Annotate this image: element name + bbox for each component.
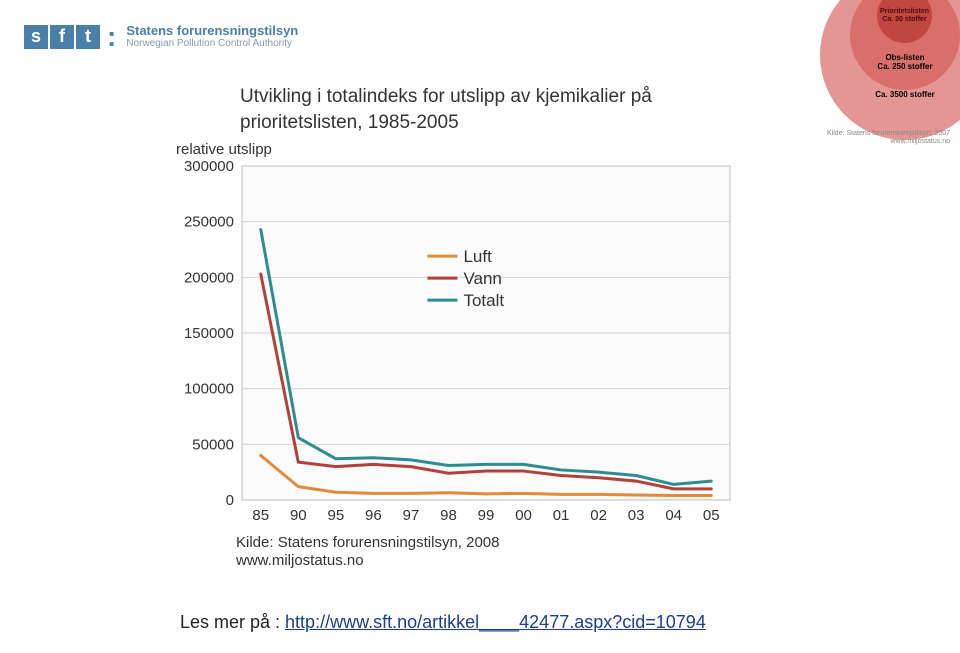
circle-inner-label1: Prioritetslisten	[880, 8, 929, 16]
svg-text:85: 85	[252, 507, 269, 524]
svg-text:96: 96	[365, 507, 382, 524]
svg-text:50000: 50000	[192, 437, 234, 454]
chart-plot: 0 50000 100000 150000 200000 250000 300000 85 90…	[180, 160, 740, 530]
svg-text:0: 0	[226, 492, 234, 509]
footer-anchor[interactable]: http://www.sft.no/artikkel____42477.aspx…	[285, 612, 706, 632]
logo-letter-s: s	[24, 25, 48, 49]
svg-text:90: 90	[290, 507, 307, 524]
svg-text:Luft: Luft	[463, 247, 492, 266]
chart-container: Utvikling i totalindeks for utslipp av k…	[180, 84, 780, 570]
chart-svg: 0 50000 100000 150000 200000 250000 300000 85 90…	[180, 160, 740, 530]
chart-title-l1: Utvikling i totalindeks for utslipp av k…	[240, 86, 652, 107]
priority-circles: Stofflisten Ca. 3500 stoffer Obs-listen …	[820, 0, 960, 140]
svg-text:Totalt: Totalt	[463, 291, 504, 310]
chart-source-l1: Kilde: Statens forurensningstilsyn, 2008	[236, 534, 500, 551]
circles-source-1: Kilde: Statens forurensningstilsyn, 2007	[827, 130, 950, 138]
svg-text:05: 05	[703, 507, 720, 524]
chart-ylabel: relative utslipp	[176, 141, 780, 158]
logo-letter-f: f	[50, 25, 74, 49]
svg-text:300000: 300000	[184, 160, 234, 175]
svg-text:04: 04	[665, 507, 682, 524]
chart-title: Utvikling i totalindeks for utslipp av k…	[240, 84, 780, 135]
svg-text:03: 03	[628, 507, 645, 524]
svg-text:150000: 150000	[184, 325, 234, 342]
footer-link: Les mer på : http://www.sft.no/artikkel_…	[180, 612, 706, 633]
logo-main: Statens forurensningstilsyn	[126, 24, 298, 37]
footer-prefix: Les mer på :	[180, 612, 285, 632]
svg-text:98: 98	[440, 507, 457, 524]
chart-source: Kilde: Statens forurensningstilsyn, 2008…	[236, 534, 780, 570]
svg-text:250000: 250000	[184, 214, 234, 231]
logo-colon: :	[107, 25, 116, 49]
logo-letter-t: t	[76, 25, 100, 49]
svg-text:00: 00	[515, 507, 532, 524]
chart-title-l2: prioritetslisten, 1985-2005	[240, 112, 459, 133]
svg-text:99: 99	[478, 507, 495, 524]
logo-sub: Norwegian Pollution Control Authority	[126, 38, 298, 49]
sft-logo: s f t : Statens forurensningstilsyn Norw…	[24, 24, 298, 49]
svg-text:01: 01	[553, 507, 570, 524]
circle-mid-label2: Ca. 250 stoffer	[850, 63, 960, 72]
chart-source-l2: www.miljostatus.no	[236, 552, 364, 569]
circles-source: Kilde: Statens forurensningstilsyn, 2007…	[827, 130, 950, 145]
logo-text: Statens forurensningstilsyn Norwegian Po…	[126, 24, 298, 49]
svg-text:100000: 100000	[184, 381, 234, 398]
circle-inner-label2: Ca. 30 stoffer	[882, 16, 926, 24]
svg-text:02: 02	[590, 507, 607, 524]
circles-source-2: www.miljostatus.no	[827, 138, 950, 146]
svg-text:Vann: Vann	[463, 269, 501, 288]
svg-text:200000: 200000	[184, 270, 234, 287]
circle-outer-label2: Ca. 3500 stoffer	[820, 91, 960, 100]
svg-text:97: 97	[403, 507, 420, 524]
svg-text:95: 95	[328, 507, 345, 524]
logo-boxes: s f t	[24, 25, 100, 49]
